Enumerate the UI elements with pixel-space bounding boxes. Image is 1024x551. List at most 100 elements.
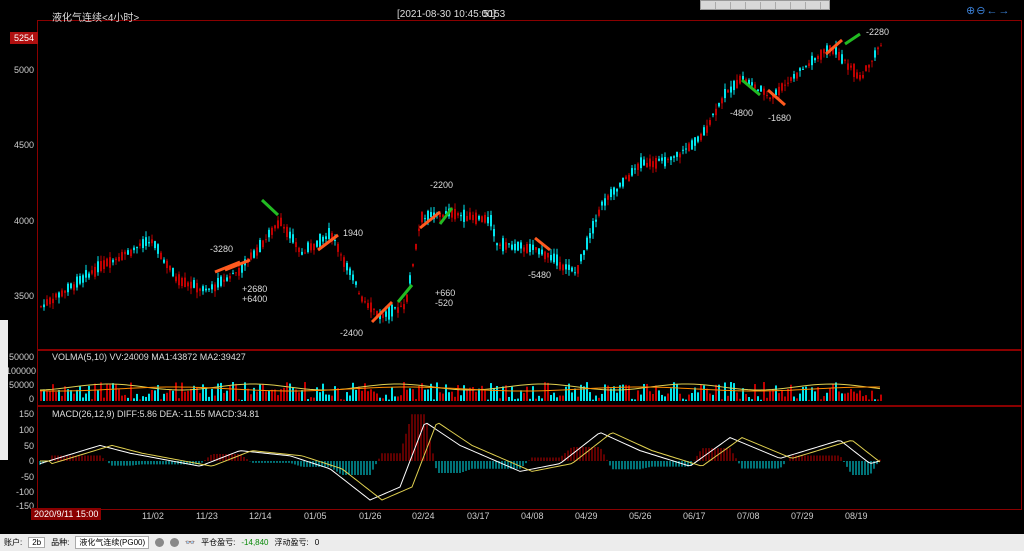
candle-body	[43, 304, 45, 308]
candle-body	[838, 51, 840, 61]
zoom-controls[interactable]: ⊕⊖←→	[966, 4, 1010, 17]
volume-bar	[682, 398, 684, 401]
candle-body	[832, 48, 834, 55]
volume-bar	[184, 391, 186, 401]
closed-pnl-value: -14,840	[241, 538, 269, 547]
scroll-left-icon[interactable]: ←	[986, 5, 999, 17]
candle-body	[424, 218, 426, 220]
volume-bar	[598, 397, 600, 401]
candle-body	[751, 82, 753, 86]
volume-bar	[166, 392, 168, 401]
volume-bar	[454, 396, 456, 401]
candle-body	[475, 212, 477, 224]
volume-ma2-line	[39, 386, 881, 392]
volume-bar	[67, 389, 69, 401]
volume-bar	[766, 397, 768, 401]
zoom-in-icon[interactable]: ⊕	[966, 5, 977, 17]
volume-bar	[637, 390, 639, 401]
candle-body	[595, 219, 597, 222]
volume-bar	[406, 389, 408, 401]
plus-icon[interactable]	[170, 538, 180, 547]
volume-bar	[169, 389, 171, 401]
volume-bar	[58, 390, 60, 401]
volume-bar	[688, 394, 690, 401]
candle-body	[559, 262, 561, 270]
volume-bar	[322, 383, 324, 401]
trade-annotation: -520	[435, 298, 454, 308]
volume-bar	[757, 396, 759, 401]
candle-body	[403, 304, 405, 310]
macd-axis-label: 50	[23, 441, 34, 451]
volume-bar	[451, 391, 453, 401]
candle-body	[574, 272, 576, 274]
volume-bar	[214, 395, 216, 401]
candle-body	[541, 249, 543, 255]
volume-bar	[664, 396, 666, 401]
volume-bar	[394, 396, 396, 401]
volume-ma1-line	[39, 383, 881, 391]
candle-body	[823, 49, 825, 54]
candle-body	[442, 214, 444, 218]
candle-body	[100, 261, 102, 271]
scroll-right-icon[interactable]: →	[998, 5, 1011, 17]
macd-axis-label: 0	[28, 456, 34, 466]
candle-body	[388, 306, 390, 320]
volume-bar	[601, 393, 603, 401]
volume-bar	[592, 399, 594, 401]
candle-body	[439, 213, 441, 217]
zoom-out-icon[interactable]: ⊖	[976, 5, 987, 17]
trade-annotation: +660	[435, 288, 456, 298]
minus-icon[interactable]	[155, 538, 165, 547]
volume-bar	[382, 398, 384, 401]
candle-body	[85, 270, 87, 278]
candle-body	[229, 275, 231, 279]
candle-body	[208, 288, 210, 290]
candle-body	[361, 296, 363, 302]
volume-bar	[151, 389, 153, 401]
drawing-tools-strip[interactable]	[0, 320, 8, 460]
candle-body	[331, 233, 333, 242]
price-panel	[37, 20, 1022, 350]
account-label: 账户:	[4, 538, 23, 547]
candle-body	[610, 189, 612, 197]
candle-body	[373, 308, 375, 310]
candle-body	[301, 251, 303, 255]
candle-body	[871, 60, 873, 62]
volume-bar	[334, 386, 336, 401]
product-select[interactable]: 液化气连续(PG00)	[75, 536, 150, 549]
candle-body	[805, 65, 807, 67]
candle-body	[253, 250, 255, 258]
volume-bar	[685, 399, 687, 401]
volume-bar	[763, 382, 765, 401]
volume-bar	[493, 388, 495, 401]
window-toolbar-stub[interactable]	[700, 0, 830, 10]
candle-body	[700, 133, 702, 141]
candle-body	[739, 75, 741, 84]
volume-bar	[154, 390, 156, 401]
volume-bar	[439, 392, 441, 401]
candle-body	[613, 187, 615, 195]
account-select[interactable]: 2b	[28, 537, 46, 548]
candle-body	[490, 215, 492, 227]
volume-bar	[100, 382, 102, 401]
volume-bar	[136, 393, 138, 401]
candle-body	[745, 79, 747, 84]
volume-bar	[490, 383, 492, 401]
volume-bar	[268, 390, 270, 401]
candle-body	[214, 284, 216, 292]
volume-bar	[742, 388, 744, 401]
candle-body	[847, 63, 849, 70]
volume-bar	[415, 399, 417, 401]
candle-body	[652, 161, 654, 168]
candle-body	[358, 292, 360, 294]
volume-bar	[130, 382, 132, 401]
glasses-icon[interactable]: 👓	[185, 538, 196, 547]
candle-body	[295, 242, 297, 248]
volume-bar	[838, 391, 840, 401]
candle-body	[628, 174, 630, 182]
volume-bar	[199, 393, 201, 401]
candle-body	[136, 247, 138, 249]
candle-body	[130, 249, 132, 257]
candle-body	[142, 239, 144, 248]
